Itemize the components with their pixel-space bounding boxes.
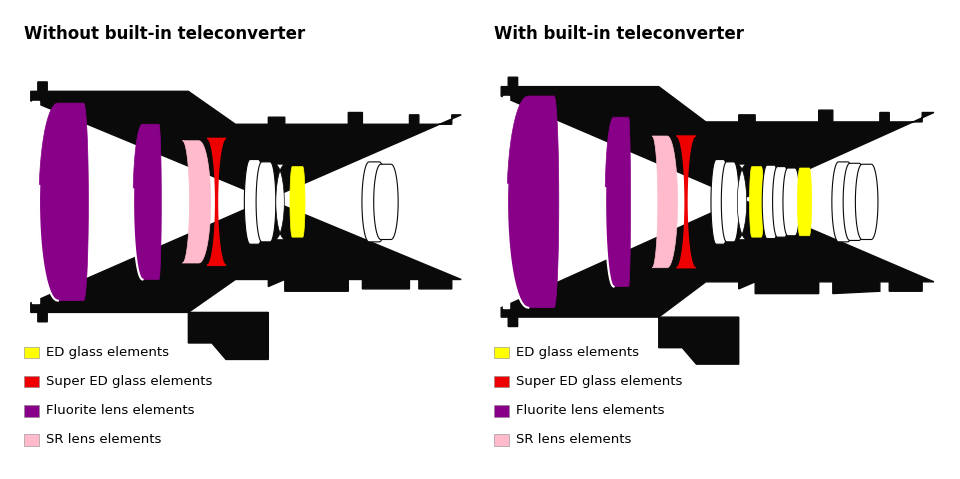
Text: ED glass elements: ED glass elements: [46, 346, 169, 359]
Text: SR lens elements: SR lens elements: [516, 433, 632, 446]
Polygon shape: [39, 103, 88, 301]
Polygon shape: [750, 167, 763, 237]
Polygon shape: [373, 164, 398, 240]
Polygon shape: [737, 164, 747, 240]
Polygon shape: [494, 434, 510, 446]
Polygon shape: [711, 160, 729, 244]
Polygon shape: [494, 376, 510, 388]
Polygon shape: [24, 346, 39, 358]
Polygon shape: [207, 138, 226, 265]
Polygon shape: [24, 376, 39, 388]
Polygon shape: [362, 162, 386, 242]
Polygon shape: [855, 164, 878, 240]
Text: Super ED glass elements: Super ED glass elements: [46, 375, 212, 388]
Polygon shape: [256, 162, 276, 242]
Text: Fluorite lens elements: Fluorite lens elements: [516, 404, 665, 417]
Polygon shape: [133, 124, 161, 279]
Text: SR lens elements: SR lens elements: [46, 433, 161, 446]
Polygon shape: [652, 136, 678, 268]
Text: Fluorite lens elements: Fluorite lens elements: [46, 404, 195, 417]
Text: Super ED glass elements: Super ED glass elements: [516, 375, 683, 388]
Polygon shape: [24, 434, 39, 446]
Polygon shape: [245, 160, 264, 244]
Polygon shape: [24, 405, 39, 417]
Polygon shape: [783, 168, 800, 236]
Polygon shape: [843, 163, 866, 240]
Polygon shape: [503, 96, 509, 308]
Polygon shape: [798, 168, 811, 236]
Text: With built-in teleconverter: With built-in teleconverter: [494, 25, 744, 44]
Text: Without built-in teleconverter: Without built-in teleconverter: [24, 25, 305, 44]
Polygon shape: [494, 346, 510, 358]
Polygon shape: [182, 141, 210, 263]
Polygon shape: [494, 405, 510, 417]
Polygon shape: [659, 317, 739, 364]
Polygon shape: [677, 136, 695, 268]
Polygon shape: [31, 82, 461, 322]
Polygon shape: [290, 167, 305, 237]
Polygon shape: [605, 117, 631, 286]
Polygon shape: [762, 165, 780, 239]
Polygon shape: [188, 312, 268, 359]
Polygon shape: [773, 167, 789, 237]
Polygon shape: [275, 164, 285, 240]
Polygon shape: [721, 162, 739, 242]
Polygon shape: [33, 101, 38, 303]
Polygon shape: [501, 77, 934, 327]
Polygon shape: [832, 162, 854, 242]
Text: ED glass elements: ED glass elements: [516, 346, 639, 359]
Polygon shape: [507, 96, 559, 308]
